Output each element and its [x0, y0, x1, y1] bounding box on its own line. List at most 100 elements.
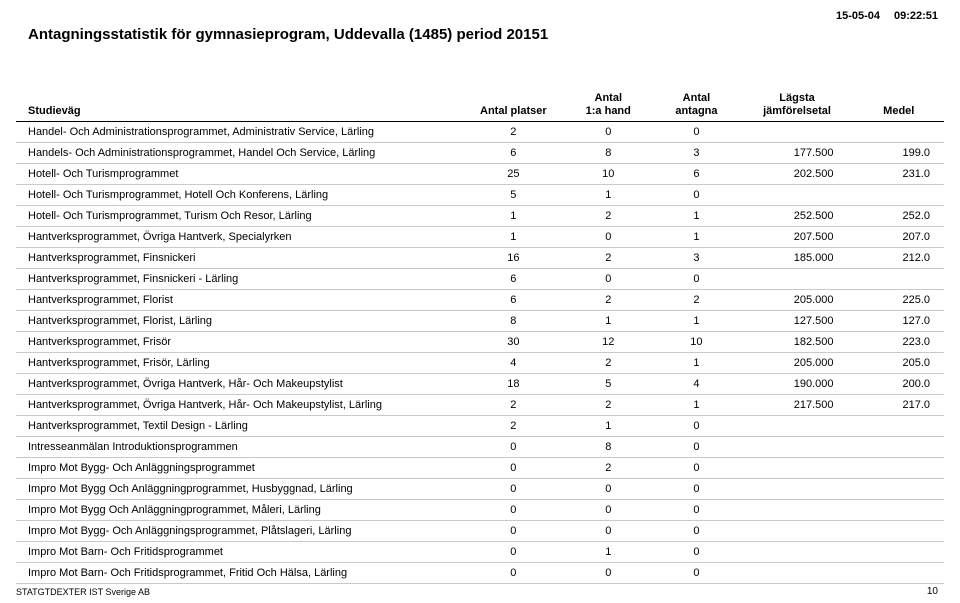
cell-platser: 0 — [462, 479, 564, 500]
cell-platser: 16 — [462, 248, 564, 269]
cell-medel — [854, 563, 944, 584]
cell-antagna: 10 — [652, 332, 740, 353]
cell-study: Hantverksprogrammet, Övriga Hantverk, Hå… — [16, 374, 462, 395]
cell-study: Impro Mot Bygg Och Anläggningprogrammet,… — [16, 479, 462, 500]
cell-firsthand: 1 — [564, 311, 652, 332]
cell-firsthand: 0 — [564, 122, 652, 143]
col-antagna-l1: Antal — [683, 92, 711, 104]
col-lagsta: Lägsta jämförelsetal — [741, 90, 854, 122]
table-row: Impro Mot Bygg- Och Anläggningsprogramme… — [16, 521, 944, 542]
cell-firsthand: 0 — [564, 269, 652, 290]
cell-lagsta — [741, 521, 854, 542]
footer-page-number: 10 — [927, 586, 938, 597]
cell-study: Hantverksprogrammet, Frisör — [16, 332, 462, 353]
cell-medel: 252.0 — [854, 206, 944, 227]
cell-medel: 223.0 — [854, 332, 944, 353]
cell-antagna: 0 — [652, 437, 740, 458]
cell-medel: 207.0 — [854, 227, 944, 248]
cell-antagna: 0 — [652, 122, 740, 143]
cell-study: Impro Mot Bygg- Och Anläggningsprogramme… — [16, 458, 462, 479]
cell-antagna: 6 — [652, 164, 740, 185]
col-antagna: Antal antagna — [652, 90, 740, 122]
table-row: Hantverksprogrammet, Övriga Hantverk, Sp… — [16, 227, 944, 248]
cell-firsthand: 2 — [564, 353, 652, 374]
table-row: Hantverksprogrammet, Florist622205.00022… — [16, 290, 944, 311]
cell-antagna: 0 — [652, 479, 740, 500]
cell-firsthand: 2 — [564, 458, 652, 479]
cell-lagsta — [741, 563, 854, 584]
cell-lagsta — [741, 479, 854, 500]
col-antagna-l2: antagna — [675, 105, 717, 117]
cell-study: Impro Mot Barn- Och Fritidsprogrammet — [16, 542, 462, 563]
cell-medel: 199.0 — [854, 143, 944, 164]
cell-platser: 0 — [462, 542, 564, 563]
footer-company: STATGTDEXTER IST Sverige AB — [16, 587, 150, 597]
cell-medel: 212.0 — [854, 248, 944, 269]
table-row: Hantverksprogrammet, Frisör, Lärling4212… — [16, 353, 944, 374]
table-row: Hantverksprogrammet, Övriga Hantverk, Hå… — [16, 395, 944, 416]
cell-lagsta: 205.000 — [741, 290, 854, 311]
cell-firsthand: 1 — [564, 416, 652, 437]
cell-firsthand: 0 — [564, 479, 652, 500]
cell-firsthand: 8 — [564, 437, 652, 458]
cell-firsthand: 10 — [564, 164, 652, 185]
table-row: Handel- Och Administrationsprogrammet, A… — [16, 122, 944, 143]
cell-firsthand: 1 — [564, 185, 652, 206]
cell-study: Impro Mot Bygg- Och Anläggningsprogramme… — [16, 521, 462, 542]
table-row: Hotell- Och Turismprogrammet25106202.500… — [16, 164, 944, 185]
cell-platser: 8 — [462, 311, 564, 332]
cell-lagsta — [741, 269, 854, 290]
cell-platser: 6 — [462, 290, 564, 311]
cell-platser: 6 — [462, 269, 564, 290]
cell-lagsta — [741, 500, 854, 521]
cell-platser: 1 — [462, 206, 564, 227]
cell-platser: 1 — [462, 227, 564, 248]
cell-platser: 6 — [462, 143, 564, 164]
cell-antagna: 0 — [652, 500, 740, 521]
cell-platser: 0 — [462, 458, 564, 479]
cell-antagna: 3 — [652, 248, 740, 269]
cell-firsthand: 0 — [564, 227, 652, 248]
cell-medel — [854, 269, 944, 290]
cell-platser: 18 — [462, 374, 564, 395]
cell-lagsta: 217.500 — [741, 395, 854, 416]
cell-medel — [854, 458, 944, 479]
cell-study: Hotell- Och Turismprogrammet — [16, 164, 462, 185]
cell-lagsta — [741, 542, 854, 563]
table-row: Hantverksprogrammet, Florist, Lärling811… — [16, 311, 944, 332]
cell-study: Handel- Och Administrationsprogrammet, A… — [16, 122, 462, 143]
cell-platser: 4 — [462, 353, 564, 374]
table-row: Hantverksprogrammet, Övriga Hantverk, Hå… — [16, 374, 944, 395]
cell-medel: 231.0 — [854, 164, 944, 185]
cell-lagsta: 190.000 — [741, 374, 854, 395]
cell-platser: 30 — [462, 332, 564, 353]
cell-firsthand: 0 — [564, 521, 652, 542]
cell-platser: 2 — [462, 122, 564, 143]
cell-lagsta: 252.500 — [741, 206, 854, 227]
cell-antagna: 1 — [652, 227, 740, 248]
cell-lagsta: 127.500 — [741, 311, 854, 332]
table-row: Hantverksprogrammet, Finsnickeri1623185.… — [16, 248, 944, 269]
cell-medel: 205.0 — [854, 353, 944, 374]
stats-table: Studieväg Antal platser Antal 1:a hand A… — [16, 90, 944, 584]
cell-medel: 127.0 — [854, 311, 944, 332]
cell-firsthand: 5 — [564, 374, 652, 395]
cell-study: Handels- Och Administrationsprogrammet, … — [16, 143, 462, 164]
cell-antagna: 0 — [652, 269, 740, 290]
col-firsthand-l2: 1:a hand — [586, 105, 631, 117]
cell-medel — [854, 416, 944, 437]
cell-study: Hantverksprogrammet, Övriga Hantverk, Sp… — [16, 227, 462, 248]
cell-antagna: 0 — [652, 416, 740, 437]
table-row: Impro Mot Bygg Och Anläggningprogrammet,… — [16, 500, 944, 521]
cell-study: Hantverksprogrammet, Finsnickeri — [16, 248, 462, 269]
cell-antagna: 1 — [652, 206, 740, 227]
cell-medel — [854, 500, 944, 521]
cell-platser: 0 — [462, 500, 564, 521]
cell-study: Hantverksprogrammet, Florist — [16, 290, 462, 311]
cell-firsthand: 8 — [564, 143, 652, 164]
cell-firsthand: 1 — [564, 542, 652, 563]
cell-firsthand: 2 — [564, 206, 652, 227]
cell-lagsta: 182.500 — [741, 332, 854, 353]
cell-antagna: 3 — [652, 143, 740, 164]
col-medel: Medel — [854, 90, 944, 122]
